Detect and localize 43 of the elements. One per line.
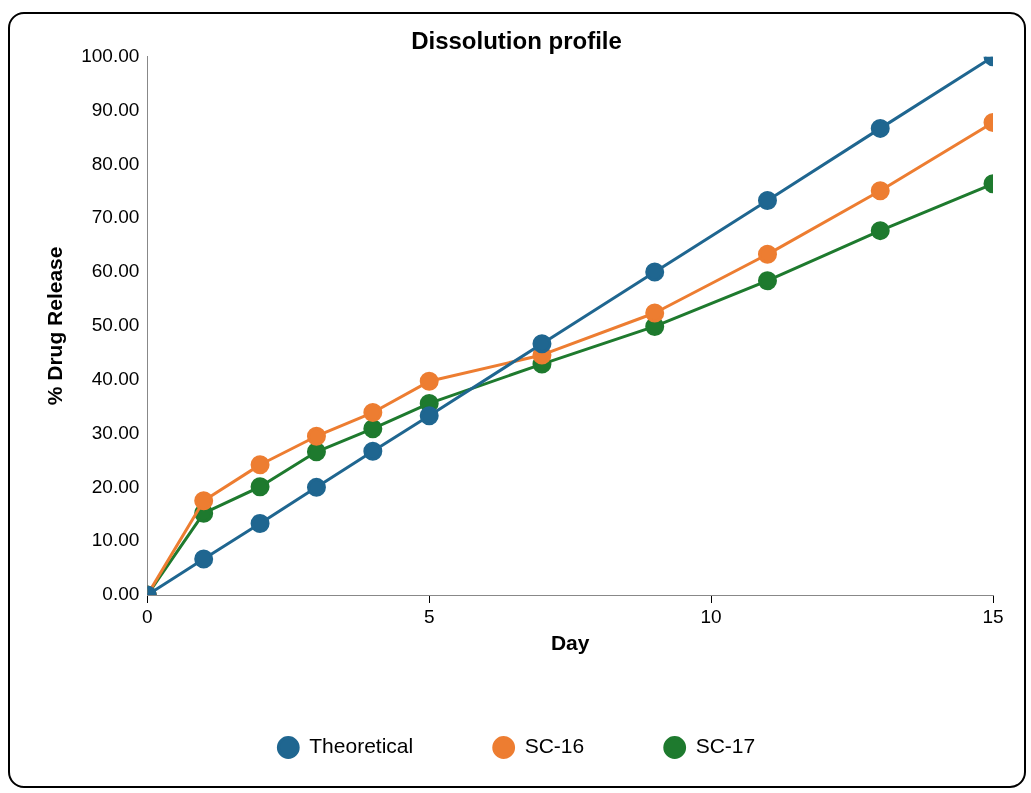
point <box>250 477 270 497</box>
x-tick-label: 0 <box>142 605 153 627</box>
y-tick-label: 30.00 <box>91 421 140 443</box>
x-tick-label: 5 <box>423 605 435 627</box>
y-tick-label: 60.00 <box>91 260 140 282</box>
legend-label: Theoretical <box>309 734 414 758</box>
legend-label: SC-17 <box>695 734 756 758</box>
point <box>250 455 270 475</box>
y-tick-label: 0.00 <box>102 583 140 605</box>
legend-label: SC-16 <box>524 734 585 758</box>
y-axis-title: % Drug Release <box>43 246 67 406</box>
y-tick-label: 20.00 <box>91 475 140 497</box>
x-tick-label: 10 <box>700 605 722 627</box>
point <box>306 426 326 446</box>
point <box>870 221 890 241</box>
y-tick-label: 100.00 <box>81 45 140 67</box>
y-tick-label: 50.00 <box>91 314 140 336</box>
y-tick-label: 10.00 <box>91 529 140 551</box>
point <box>870 118 890 138</box>
point <box>757 244 777 264</box>
point <box>194 549 214 569</box>
point <box>363 419 383 439</box>
y-tick-label: 40.00 <box>91 367 140 389</box>
point <box>757 191 777 210</box>
x-axis-title: Day <box>550 631 590 655</box>
point <box>645 303 665 323</box>
point <box>363 441 383 461</box>
y-tick-label: 80.00 <box>91 152 140 174</box>
y-tick-label: 90.00 <box>91 98 140 120</box>
point <box>363 403 383 423</box>
point <box>757 271 777 291</box>
point <box>645 262 665 282</box>
point <box>194 491 214 511</box>
chart-title: Dissolution profile <box>411 27 622 55</box>
x-tick-label: 15 <box>982 605 1004 627</box>
point <box>870 181 890 201</box>
point <box>306 477 326 497</box>
point <box>250 513 270 533</box>
point <box>306 442 326 462</box>
y-tick-label: 70.00 <box>91 206 140 228</box>
point <box>419 406 439 426</box>
point <box>532 334 552 354</box>
point <box>419 371 439 391</box>
